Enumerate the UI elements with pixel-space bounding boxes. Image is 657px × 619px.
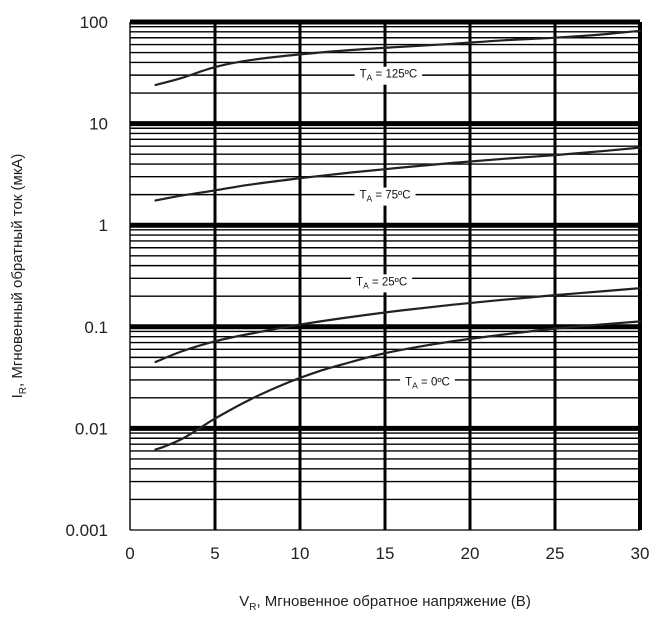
y-axis-label-subscript: R xyxy=(18,387,29,394)
y-tick-0.1: 0.1 xyxy=(84,318,108,337)
x-tick-0: 0 xyxy=(125,544,134,563)
y-tick-0.001: 0.001 xyxy=(65,521,108,540)
y-tick-10: 10 xyxy=(89,115,108,134)
series-label-bg xyxy=(400,374,455,393)
x-tick-30: 30 xyxy=(631,544,650,563)
series-label-sub: A xyxy=(367,73,373,83)
series-label-bg xyxy=(354,187,416,206)
series-label-1: TA = 75ºC xyxy=(354,187,416,206)
series-label-text: TA = 25ºC xyxy=(356,276,407,290)
series-label-3: TA = 0ºC xyxy=(400,374,455,393)
series-label-rest: = 25ºC xyxy=(369,276,407,288)
series-curve-2 xyxy=(154,287,642,364)
series-label-text: TA = 0ºC xyxy=(405,376,450,390)
series-label-main: T xyxy=(360,69,367,81)
y-tick-0.01: 0.01 xyxy=(75,419,108,438)
series-curve-3 xyxy=(154,320,642,451)
y-tick-labels: 0.001 0.01 0.1 1 10 100 xyxy=(65,13,108,540)
y-axis-label: IR, Мгновенный обратный ток (мкА) xyxy=(9,154,29,399)
series-curve-1 xyxy=(154,146,642,202)
y-tick-1: 1 xyxy=(99,216,108,235)
x-tick-15: 15 xyxy=(376,544,395,563)
series-label-rest: = 125ºC xyxy=(372,69,417,81)
series-label-main: T xyxy=(359,190,366,202)
series-label-bg xyxy=(354,66,423,85)
series-label-bg xyxy=(351,274,413,293)
series-label-text: TA = 75ºC xyxy=(359,190,410,204)
x-tick-5: 5 xyxy=(210,544,219,563)
series-label-text: TA = 125ºC xyxy=(360,69,418,83)
curves xyxy=(154,29,642,451)
series-label-sub: A xyxy=(363,280,369,290)
x-tick-labels: 0 5 10 15 20 25 30 xyxy=(125,544,649,563)
x-axis-label: VR, Мгновенное обратное напряжение (В) xyxy=(239,593,531,613)
x-axis-label-subscript: R xyxy=(249,602,256,613)
series-label-sub: A xyxy=(412,380,418,390)
series-curve-0 xyxy=(154,29,642,87)
series-label-main: T xyxy=(356,276,363,288)
series-label-main: T xyxy=(405,376,412,388)
y-tick-100: 100 xyxy=(80,13,108,32)
x-tick-20: 20 xyxy=(461,544,480,563)
series-label-sub: A xyxy=(366,194,372,204)
x-tick-10: 10 xyxy=(291,544,310,563)
series-label-0: TA = 125ºC xyxy=(354,66,423,85)
x-tick-25: 25 xyxy=(546,544,565,563)
series-label-2: TA = 25ºC xyxy=(351,274,413,293)
series-label-rest: = 0ºC xyxy=(418,376,450,388)
series-label-rest: = 75ºC xyxy=(372,190,410,202)
